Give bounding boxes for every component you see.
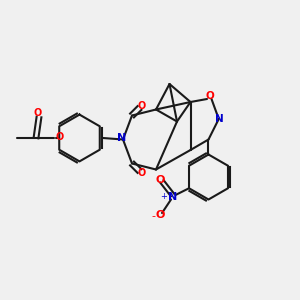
Text: -: - — [151, 211, 155, 221]
Text: O: O — [156, 209, 165, 220]
Text: +: + — [160, 192, 167, 201]
Text: O: O — [156, 175, 165, 185]
Text: N: N — [117, 133, 126, 143]
Text: O: O — [56, 131, 64, 142]
Text: O: O — [137, 168, 146, 178]
Text: O: O — [137, 100, 146, 111]
Text: O: O — [206, 91, 214, 101]
Text: N: N — [168, 191, 177, 202]
Text: N: N — [214, 113, 224, 124]
Text: O: O — [33, 107, 42, 118]
